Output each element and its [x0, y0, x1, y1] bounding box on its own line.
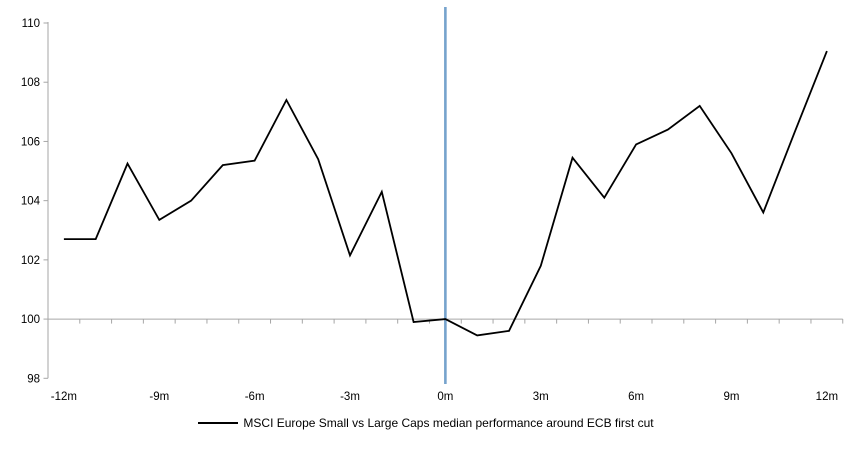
- y-axis-tick-label: 110: [22, 18, 40, 30]
- x-axis-tick-label: -12m: [51, 391, 77, 403]
- y-axis-tick-label: 100: [21, 314, 40, 326]
- y-axis-tick-label: 104: [21, 196, 41, 208]
- y-axis-tick-label: 98: [27, 373, 40, 385]
- x-axis-tick-label: -3m: [340, 391, 360, 403]
- x-axis-tick-label: 9m: [723, 391, 739, 403]
- x-axis-tick-label: 0m: [437, 391, 453, 403]
- y-axis-tick-label: 102: [21, 255, 40, 267]
- x-axis-tick-label: -6m: [245, 391, 265, 403]
- series-line: [63, 50, 828, 337]
- x-axis-tick-label: 12m: [816, 391, 838, 403]
- x-axis-tick-label: 3m: [533, 391, 549, 403]
- x-axis-tick-label: 6m: [628, 391, 644, 403]
- x-axis-tick-label: -9m: [149, 391, 169, 403]
- legend-label: MSCI Europe Small vs Large Caps median p…: [243, 416, 654, 430]
- legend-line-swatch: [198, 422, 239, 424]
- line-chart-svg: 110 108 106 104 102 100 98 -12m -9m -6m -3m 0m 3m 6m 9…: [21, 7, 844, 403]
- y-axis-tick-label: 108: [21, 77, 40, 89]
- y-axis-tick-label: 106: [21, 136, 40, 148]
- chart-legend: MSCI Europe Small vs Large Caps median p…: [0, 414, 852, 432]
